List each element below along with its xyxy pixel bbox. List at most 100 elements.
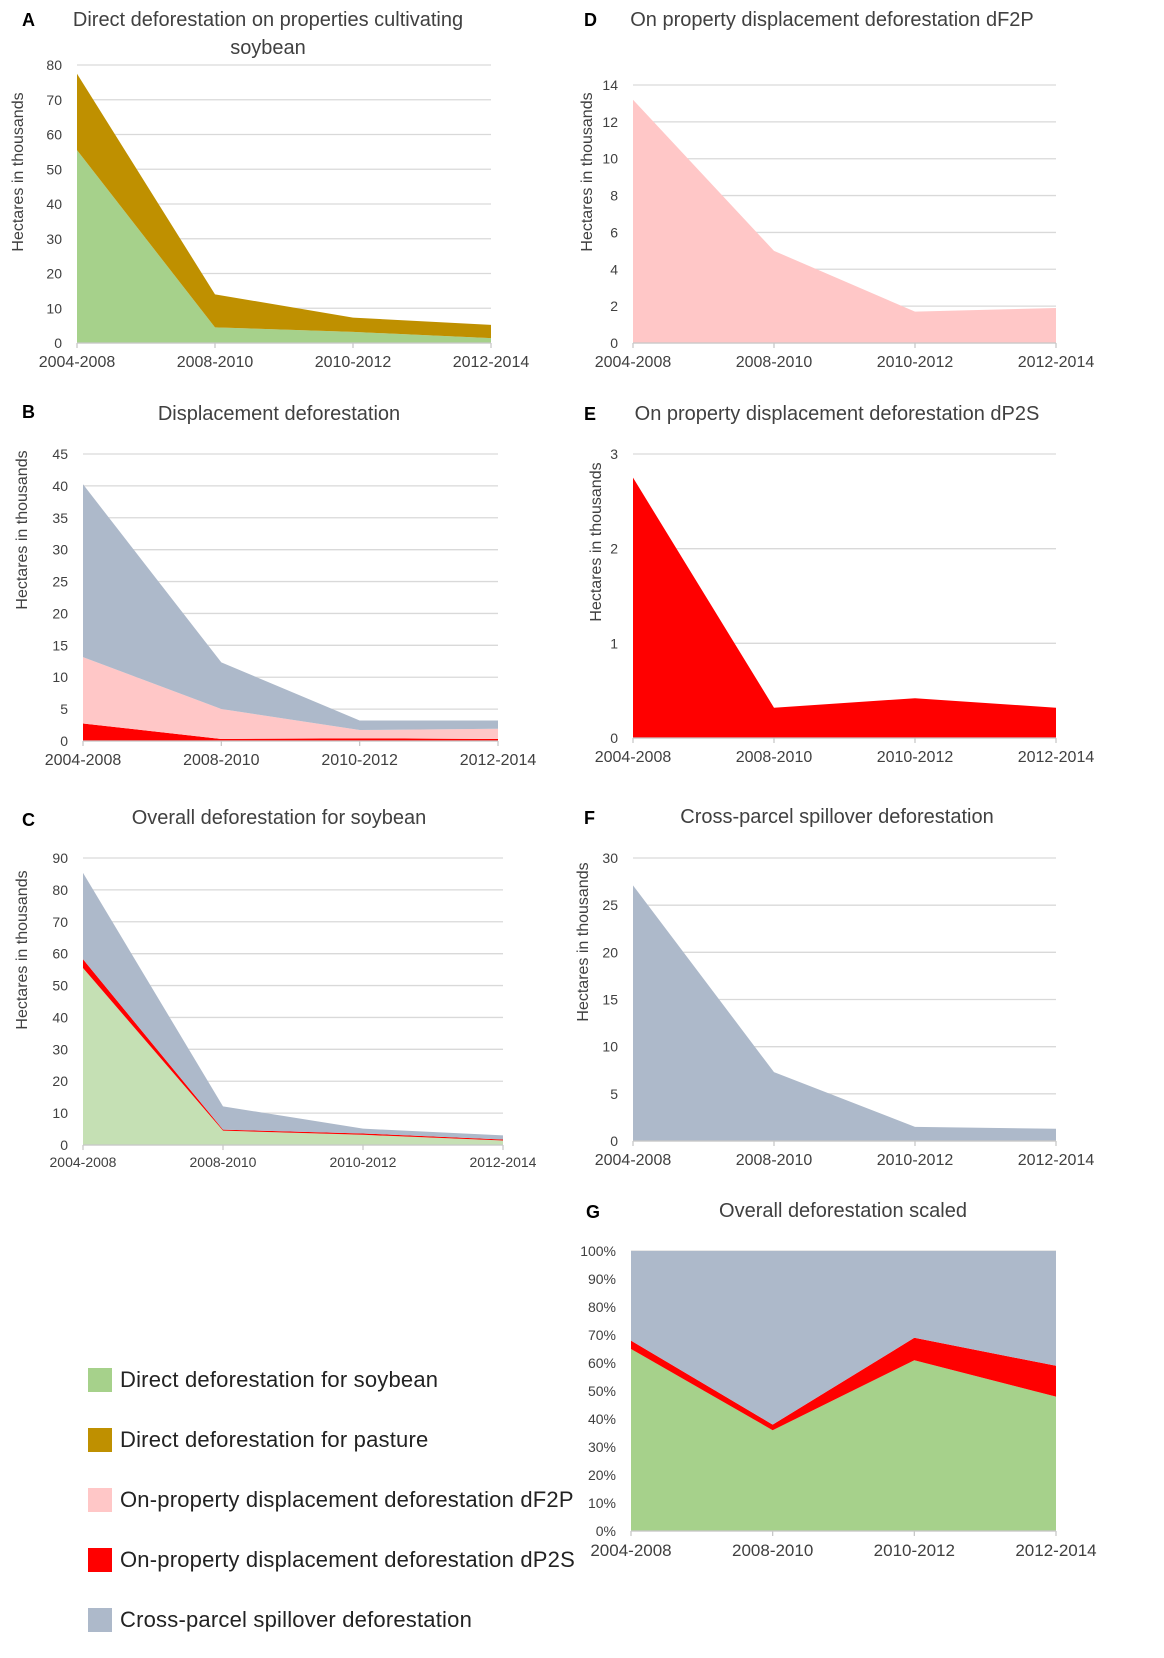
x-tick-label-e: 2012-2014 (1018, 749, 1095, 766)
y-tick-label-b: 20 (52, 605, 68, 621)
y-axis-label-e: Hectares in thousands (588, 462, 605, 621)
chart-title-a: Direct deforestation on properties culti… (73, 9, 463, 59)
x-tick-label-a: 2010-2012 (315, 354, 392, 371)
panel-letter-c: C (22, 810, 35, 830)
x-tick-label-a: 2008-2010 (177, 354, 254, 371)
y-tick-label-d: 12 (602, 114, 618, 130)
y-tick-label-g: 10% (588, 1495, 616, 1511)
area-e-on-property-displacement-deforestation-dp2s (633, 477, 1056, 738)
chart-title-d: On property displacement deforestation d… (630, 9, 1034, 31)
y-axis-label-a: Hectares in thousands (10, 92, 27, 251)
legend-swatch-df2p (88, 1488, 112, 1512)
y-tick-label-f: 5 (610, 1086, 618, 1102)
y-tick-label-a: 80 (46, 57, 62, 73)
area-b-on-property-displacement-deforestation-df2p (83, 657, 498, 739)
x-tick-label-b: 2012-2014 (460, 752, 537, 769)
legend-swatch-direct-soybean (88, 1368, 112, 1392)
area-c-direct-deforestation-for-soybean (83, 968, 503, 1145)
y-tick-label-c: 10 (52, 1105, 68, 1121)
y-tick-label-f: 10 (602, 1039, 618, 1055)
legend-item-spillover: Cross-parcel spillover deforestation (88, 1592, 608, 1648)
y-tick-label-b: 30 (52, 542, 68, 558)
y-tick-label-c: 0 (60, 1137, 68, 1153)
y-tick-label-b: 5 (60, 701, 68, 717)
y-tick-label-c: 70 (52, 914, 68, 930)
y-tick-label-g: 20% (588, 1467, 616, 1483)
y-tick-label-f: 25 (602, 897, 618, 913)
area-c-cross-parcel-spillover-deforestation (83, 872, 503, 1140)
legend-item-direct-pasture: Direct deforestation for pasture (88, 1412, 608, 1468)
y-tick-label-e: 3 (610, 446, 618, 462)
legend-item-direct-soybean: Direct deforestation for soybean (88, 1352, 608, 1408)
y-tick-label-a: 30 (46, 231, 62, 247)
y-tick-label-a: 70 (46, 92, 62, 108)
y-tick-label-g: 50% (588, 1383, 616, 1399)
x-tick-label-d: 2010-2012 (877, 354, 954, 371)
x-tick-label-f: 2010-2012 (877, 1152, 954, 1169)
y-tick-label-c: 20 (52, 1073, 68, 1089)
y-tick-label-b: 25 (52, 574, 68, 590)
y-tick-label-f: 15 (602, 992, 618, 1008)
area-a-direct-deforestation-for-soybean (77, 150, 491, 343)
chart-panel-f: 0 5 10 15 20 25 30 2004-2008 2008-2010 2010-2012 2… (575, 806, 1094, 1169)
chart-panel-a: 0 10 20 30 40 50 60 70 80 2004-2008 2008-2010 2010-… (10, 9, 529, 371)
y-axis-label-c: Hectares in thousands (14, 870, 31, 1029)
y-tick-label-d: 6 (610, 224, 618, 240)
panel-letter-e: E (584, 404, 596, 424)
legend-label-direct-pasture: Direct deforestation for pasture (120, 1427, 429, 1452)
x-tick-label-a: 2004-2008 (39, 354, 116, 371)
x-tick-label-f: 2012-2014 (1018, 1152, 1095, 1169)
x-tick-label-d: 2012-2014 (1018, 354, 1095, 371)
y-tick-label-d: 2 (610, 298, 618, 314)
y-tick-label-b: 40 (52, 478, 68, 494)
y-tick-label-g: 80% (588, 1299, 616, 1315)
y-tick-label-b: 35 (52, 510, 68, 526)
chart-panel-b: 0 5 10 15 20 25 30 35 40 45 2004-2008 2008-2010 2010… (14, 402, 536, 769)
area-b-on-property-displacement-deforestation-dp2s (83, 723, 498, 741)
y-tick-label-c: 60 (52, 946, 68, 962)
x-tick-label-d: 2008-2010 (736, 354, 813, 371)
x-tick-label-f: 2004-2008 (595, 1152, 672, 1169)
y-tick-label-b: 10 (52, 669, 68, 685)
y-tick-label-g: 60% (588, 1355, 616, 1371)
x-tick-label-c: 2012-2014 (470, 1154, 537, 1170)
area-g-direct-deforestation-for-soybean (631, 1349, 1056, 1531)
y-tick-label-g: 40% (588, 1411, 616, 1427)
legend-swatch-dp2s (88, 1548, 112, 1572)
y-tick-label-d: 0 (610, 335, 618, 351)
y-tick-label-b: 0 (60, 733, 68, 749)
legend-item-dp2s: On-property displacement deforestation d… (88, 1532, 608, 1588)
y-tick-label-a: 10 (46, 300, 62, 316)
x-tick-label-c: 2010-2012 (330, 1154, 397, 1170)
y-tick-label-a: 0 (54, 335, 62, 351)
y-tick-label-c: 80 (52, 882, 68, 898)
legend-label-df2p: On-property displacement deforestation d… (120, 1487, 574, 1512)
y-tick-label-a: 20 (46, 266, 62, 282)
chart-panel-d: 0 2 4 6 8 10 12 14 2004-2008 2008-2010 2010-2012 20… (579, 9, 1094, 371)
area-g-cross-parcel-spillover-deforestation (631, 1251, 1056, 1425)
y-tick-label-d: 14 (602, 77, 618, 93)
x-tick-label-d: 2004-2008 (595, 354, 672, 371)
x-tick-label-c: 2008-2010 (190, 1154, 257, 1170)
x-tick-label-b: 2004-2008 (45, 752, 122, 769)
y-tick-label-g: 70% (588, 1327, 616, 1343)
panel-letter-f: F (584, 808, 595, 828)
x-tick-label-g: 2012-2014 (1015, 1541, 1096, 1560)
x-tick-label-e: 2010-2012 (877, 749, 954, 766)
y-tick-label-c: 40 (52, 1009, 68, 1025)
y-tick-label-d: 8 (610, 188, 618, 204)
y-axis-label-d: Hectares in thousands (579, 92, 596, 251)
area-a-direct-deforestation-for-pasture (77, 73, 491, 339)
y-tick-label-c: 90 (52, 850, 68, 866)
x-tick-label-g: 2008-2010 (732, 1541, 813, 1560)
x-tick-label-a: 2012-2014 (453, 354, 530, 371)
x-tick-label-b: 2008-2010 (183, 752, 260, 769)
y-tick-label-e: 2 (610, 541, 618, 557)
x-tick-label-g: 2010-2012 (874, 1541, 955, 1560)
area-b-cross-parcel-spillover-deforestation (83, 484, 498, 731)
chart-title-e: On property displacement deforestation d… (635, 403, 1040, 425)
y-tick-label-g: 90% (588, 1271, 616, 1287)
figure-legend: Direct deforestation for soybean Direct … (88, 1352, 608, 1652)
y-tick-label-b: 45 (52, 446, 68, 462)
